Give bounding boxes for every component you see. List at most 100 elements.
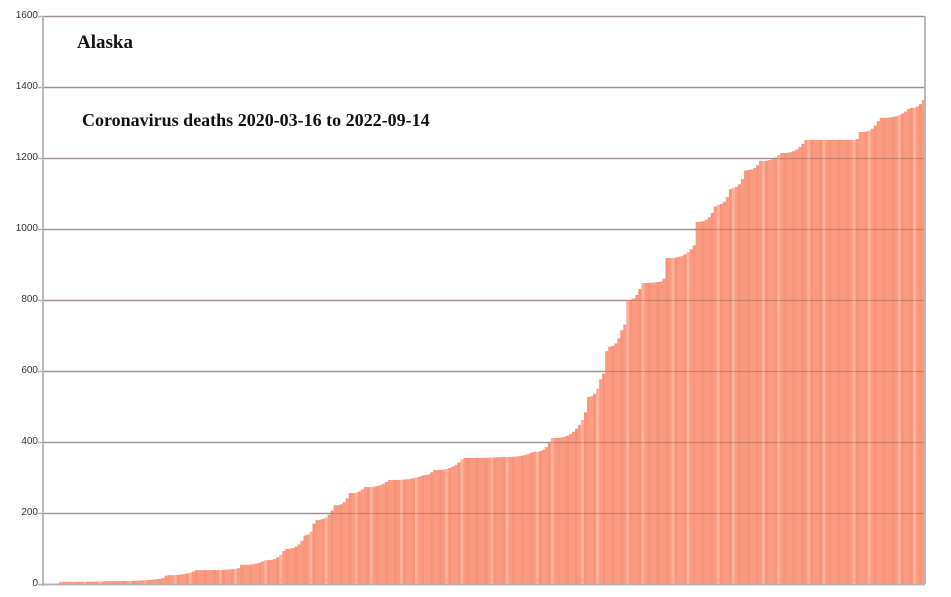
bar [713,206,718,585]
bar [864,131,868,584]
bar [795,149,799,584]
bar [291,548,295,584]
bar [255,563,259,584]
bar [855,139,859,585]
bar [221,569,226,584]
bar [617,338,621,584]
y-tick-label: 0 [32,578,38,589]
bar [396,479,401,584]
bar [409,478,413,584]
bar [188,572,193,584]
bar [722,201,727,584]
bar [454,464,458,584]
bar [252,564,256,584]
bar [590,396,594,584]
bar [273,558,277,584]
bar [547,443,552,584]
bar [602,373,606,584]
bar [867,130,871,584]
chart-subtitle: Coronavirus deaths 2020-03-16 to 2022-09… [82,110,430,130]
bar-series [53,100,926,585]
bar [686,252,690,584]
bar [768,160,772,584]
bar [421,475,425,584]
bar [550,438,555,584]
bar [234,569,238,584]
bar [502,456,506,584]
bar [209,570,214,584]
bar [225,569,229,584]
bar [593,393,597,584]
bar [599,379,603,584]
bar [529,452,533,584]
bar [840,139,844,584]
bar [240,564,244,584]
bar [95,581,99,584]
bar [662,278,666,584]
bar [650,282,654,584]
y-tick-label: 600 [21,365,38,376]
bar [390,479,395,584]
y-tick-label: 1200 [15,152,38,163]
bar [104,581,108,584]
bar [445,468,449,584]
bar [801,144,805,584]
y-tick-label: 1600 [15,10,38,21]
bar [303,535,307,584]
bar [297,544,301,584]
bar [900,113,905,585]
bar [360,489,364,584]
bar [656,282,660,584]
bar [107,581,111,584]
bar [282,551,286,584]
bar [810,139,814,584]
bar [228,569,232,584]
bar [86,581,90,584]
bar [113,581,117,584]
bar [623,324,627,584]
bar [710,212,714,584]
bar [632,298,636,584]
bar [912,107,917,585]
bar [158,578,162,584]
bar [689,249,693,585]
bar [692,245,696,584]
bar [83,581,87,584]
bar [511,456,515,584]
bar [170,575,174,584]
bar [568,434,573,584]
bar [378,485,383,584]
bar [231,569,235,584]
bar [605,351,609,584]
bar [578,424,582,584]
bar [680,255,684,584]
bar [876,121,880,584]
bar [185,573,189,584]
bar [330,510,334,584]
bar [695,221,699,584]
bar [146,579,150,584]
bar [243,564,247,584]
axes [42,15,926,586]
bar [596,388,600,584]
bar [499,457,503,584]
bar [553,438,558,584]
bar [753,168,757,584]
bar [641,282,645,584]
bar [406,479,410,584]
bar [783,152,787,584]
bar [538,451,543,584]
bar [556,437,561,584]
bar [478,457,482,584]
bar [520,455,524,584]
y-tick-label: 1000 [15,223,38,234]
bar [246,564,250,584]
bar [559,437,564,584]
bar [575,428,579,584]
bar [116,581,120,584]
bar [804,139,808,584]
bar [333,505,337,584]
bar [505,456,509,584]
bar [849,139,853,584]
